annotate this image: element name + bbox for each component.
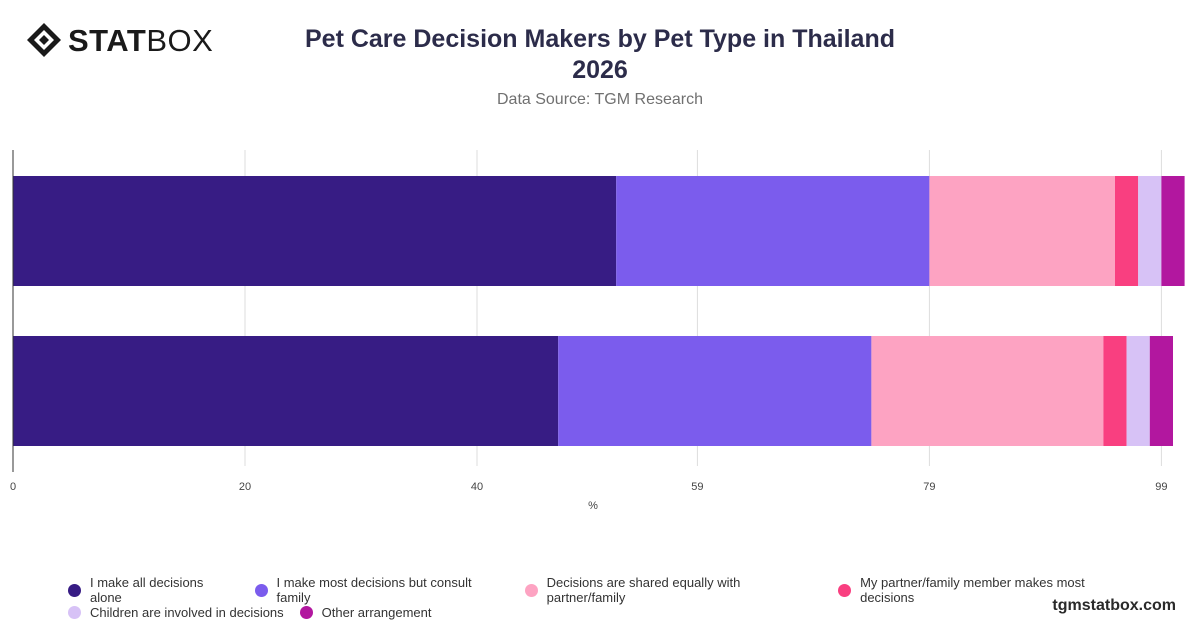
legend-swatch bbox=[254, 583, 268, 597]
bar-segment bbox=[1138, 176, 1162, 286]
legend-row: I make all decisions alone I make most de… bbox=[68, 575, 1158, 605]
legend-label: Decisions are shared equally with partne… bbox=[546, 575, 741, 605]
bar-segment bbox=[871, 336, 1104, 446]
x-tick-label: 59 bbox=[691, 481, 703, 493]
statbox-diamond-icon bbox=[27, 23, 61, 57]
legend-label: Other arrangement bbox=[321, 604, 432, 620]
legend-swatch bbox=[68, 583, 81, 597]
logo-wordmark: STATBOX bbox=[68, 22, 214, 58]
x-tick-label: 40 bbox=[471, 481, 483, 493]
bar-segment bbox=[1126, 336, 1150, 446]
legend-item[interactable]: I make all decisions alone bbox=[68, 575, 239, 605]
bar-segment bbox=[929, 176, 1115, 286]
bar-segment bbox=[13, 336, 559, 446]
x-tick-label: 0 bbox=[10, 481, 16, 493]
legend-row: Children are involved in decisions Other … bbox=[68, 601, 1158, 623]
legend-label: My partner/family member makes most deci… bbox=[860, 575, 1085, 605]
legend-item[interactable]: Children are involved in decisions bbox=[68, 605, 284, 620]
legend-item[interactable]: I make most decisions but consult family bbox=[254, 575, 509, 605]
legend-item[interactable]: Decisions are shared equally with partne… bbox=[524, 575, 822, 605]
chart-title-line2: 2026 bbox=[572, 56, 628, 84]
legend-item[interactable]: My partner/family member makes most deci… bbox=[838, 575, 1142, 605]
bar-segment bbox=[13, 176, 617, 286]
bar-segment bbox=[1115, 176, 1139, 286]
legend-swatch bbox=[524, 583, 538, 597]
legend-label: I make all decisions alone bbox=[89, 575, 204, 605]
legend-label: Children are involved in decisions bbox=[90, 604, 284, 620]
x-tick-label: 79 bbox=[923, 481, 935, 493]
legend-swatch bbox=[838, 583, 852, 597]
legend-item[interactable]: Other arrangement bbox=[299, 604, 432, 620]
bar-segment bbox=[1103, 336, 1127, 446]
bar-segment bbox=[1149, 336, 1173, 446]
legend-swatch bbox=[299, 605, 313, 619]
bar-segment bbox=[616, 176, 930, 286]
chart-subtitle: Data Source: TGM Research bbox=[496, 91, 703, 108]
legend-label: I make most decisions but consult family bbox=[276, 575, 472, 605]
bar-segment bbox=[1161, 176, 1185, 286]
legend-swatch bbox=[68, 605, 81, 619]
x-tick-label: 99 bbox=[1155, 481, 1167, 493]
x-axis-title: % bbox=[588, 500, 598, 512]
x-tick-label: 20 bbox=[239, 481, 251, 493]
footer-brand[interactable]: tgmstatbox.com bbox=[1052, 597, 1176, 614]
chart-legend: I make all decisions alone I make most de… bbox=[68, 575, 1158, 623]
chart-title-line1: Pet Care Decision Makers by Pet Type in … bbox=[304, 25, 895, 53]
bar-segment bbox=[558, 336, 872, 446]
stacked-bar-chart: 0 20 40 59 79 99% bbox=[10, 150, 1185, 512]
chart-title: Pet Care Decision Makers by Pet Type in … bbox=[280, 24, 920, 86]
statbox-logo: STATBOX bbox=[26, 22, 213, 58]
